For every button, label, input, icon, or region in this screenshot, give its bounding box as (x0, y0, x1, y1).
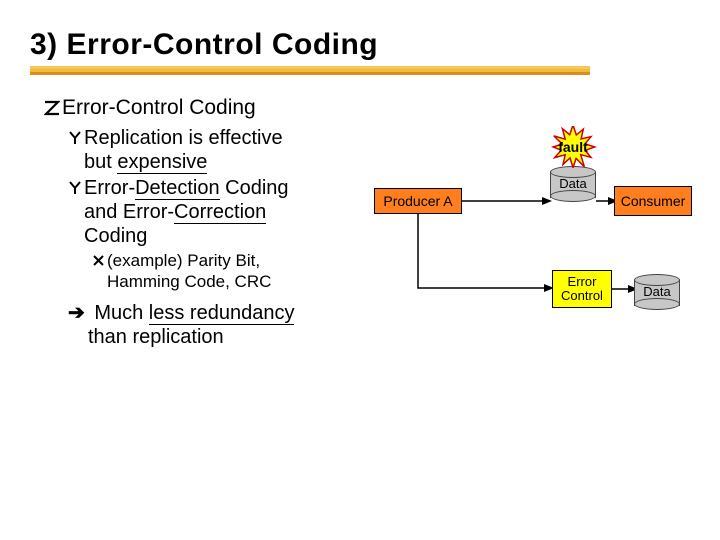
x-bullet-icon (92, 251, 105, 264)
list-text: Error-Control Coding (62, 96, 256, 119)
data-cylinder: Data (634, 274, 680, 308)
z-bullet-icon (44, 98, 60, 114)
list-text-underlined: less redundancy (149, 302, 295, 325)
list-text-underlined: Correction (174, 201, 266, 224)
list-item: (example) Parity Bit, Hamming Code, CRC (92, 250, 374, 293)
list-item: Error-Detection Coding and Error-Correct… (68, 176, 374, 248)
list-text: than replication (88, 326, 224, 348)
bullet-list: Error-Control Coding Replication is effe… (44, 96, 374, 349)
list-text: and Error- (84, 201, 174, 223)
diagram: Producer A Consumer ErrorControl Data Da… (374, 116, 714, 366)
list-text: (example) Parity Bit, (107, 251, 260, 270)
list-text: Coding (84, 225, 147, 247)
list-item: Replication is effective but expensive (68, 126, 374, 174)
list-text: Error- (84, 177, 135, 199)
arrow-bullet-icon: ➔ (68, 301, 85, 325)
list-text-underlined: expensive (117, 151, 207, 174)
title-underline (30, 66, 590, 76)
fault-burst: fault (544, 126, 602, 168)
data-cylinder: Data (550, 166, 596, 200)
list-text: Coding (220, 177, 289, 199)
page-title: 3) Error-Control Coding (30, 28, 690, 62)
arrow-icon (416, 214, 556, 294)
list-item: ➔ Much less redundancy than replication (68, 301, 374, 349)
list-item: Error-Control Coding (44, 96, 374, 120)
error-control-box: ErrorControl (552, 270, 612, 308)
list-text: Much (89, 302, 149, 324)
list-text-underlined: Detection (135, 177, 220, 200)
list-text: but (84, 151, 117, 173)
y-bullet-icon (68, 177, 82, 191)
list-text: Hamming Code, CRC (107, 272, 271, 291)
y-bullet-icon (68, 127, 82, 141)
consumer-box: Consumer (614, 186, 692, 216)
producer-box: Producer A (374, 188, 462, 214)
arrow-icon (462, 198, 552, 208)
list-text: Replication is effective (84, 127, 283, 149)
